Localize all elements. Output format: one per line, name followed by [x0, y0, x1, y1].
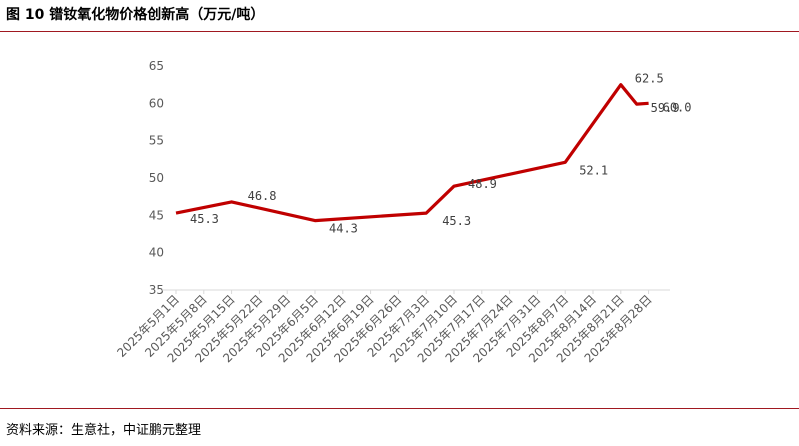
data-label: 48.9	[468, 177, 497, 191]
x-axis: 2025年5月1日2025年5月8日2025年5月15日2025年5月22日20…	[114, 289, 670, 365]
y-tick-label: 60	[149, 96, 164, 110]
y-tick-label: 55	[149, 134, 164, 148]
y-axis: 35 40 45 50 55 60 65	[149, 59, 164, 297]
data-label: 59.9	[651, 101, 680, 115]
y-tick-label: 65	[149, 59, 164, 73]
figure-title: 图 10 镨钕氧化物价格创新高（万元/吨）	[6, 7, 265, 23]
top-rule	[0, 31, 799, 32]
data-label: 45.3	[442, 214, 471, 228]
price-series-line	[175, 83, 649, 223]
data-label: 44.3	[329, 222, 358, 236]
data-label: 45.3	[190, 212, 219, 226]
series-layer	[175, 83, 649, 223]
y-tick-label: 45	[149, 208, 164, 222]
source-note: 资料来源：生意社，中证鹏元整理	[6, 423, 202, 438]
bottom-rule	[0, 408, 799, 409]
data-label: 52.1	[579, 163, 608, 177]
data-label: 60.0	[663, 100, 692, 114]
data-label: 46.8	[248, 189, 277, 203]
data-label: 62.5	[635, 72, 664, 86]
data-labels: 45.3 46.8 44.3 45.3 48.9 52.1 62.5 59.960.0	[190, 72, 692, 236]
y-tick-label: 40	[149, 246, 164, 260]
y-tick-label: 35	[149, 283, 164, 297]
y-tick-label: 50	[149, 171, 164, 185]
